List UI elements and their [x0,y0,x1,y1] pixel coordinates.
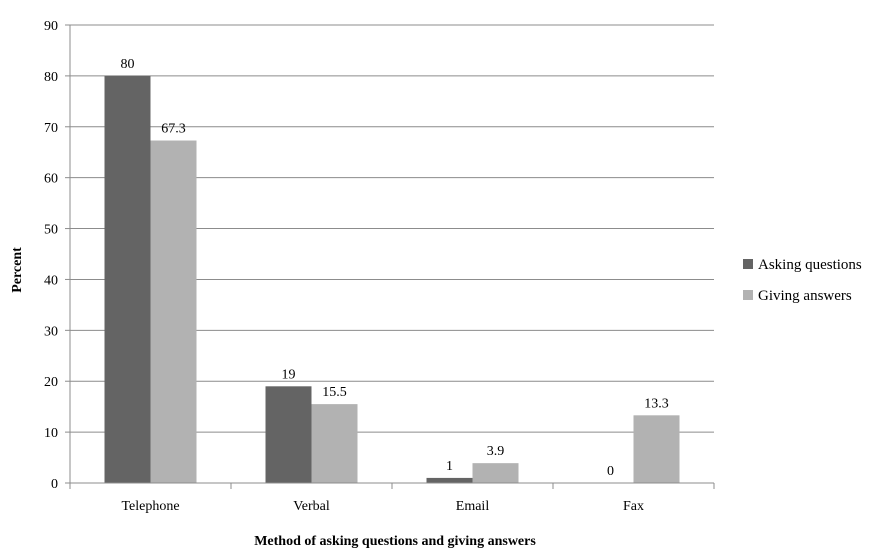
bar [150,140,197,484]
y-tick-label: 50 [44,223,58,238]
legend: Asking questions Giving answers [743,257,862,304]
bar [265,386,312,483]
data-label: 13.3 [644,396,669,411]
y-tick-label: 0 [51,477,58,492]
y-tick-label: 10 [44,426,58,441]
data-label: 80 [121,57,135,72]
data-label: 19 [282,367,296,382]
bar [426,477,473,483]
data-label: 67.3 [161,122,186,137]
y-tick-label: 30 [44,324,58,339]
bar [104,75,151,483]
x-tick-label: Email [456,499,490,514]
y-tick-label: 40 [44,273,58,288]
bar [633,415,680,483]
bar [311,404,358,483]
x-axis-title: Method of asking questions and giving an… [254,534,536,549]
legend-label: Asking questions [758,257,862,273]
legend-swatch [743,290,753,300]
y-tick-label: 20 [44,375,58,390]
data-label: 3.9 [487,444,505,459]
y-tick-label: 80 [44,70,58,85]
bar [472,463,519,483]
data-labels: 80 19 1 0 67.3 15.5 3.9 13.3 [121,57,669,479]
y-tick-label: 70 [44,121,58,136]
y-tick-label: 90 [44,19,58,34]
legend-label: Giving answers [758,288,852,304]
x-tick-label: Fax [623,499,644,514]
data-label: 0 [607,464,614,479]
legend-swatch [743,259,753,269]
data-label: 15.5 [322,385,347,400]
x-tick-label: Telephone [121,499,179,514]
data-label: 1 [446,459,453,474]
x-tick-label: Verbal [293,499,330,514]
y-tick-label: 60 [44,172,58,187]
y-axis-title: Percent [10,247,25,293]
bars [104,75,680,484]
